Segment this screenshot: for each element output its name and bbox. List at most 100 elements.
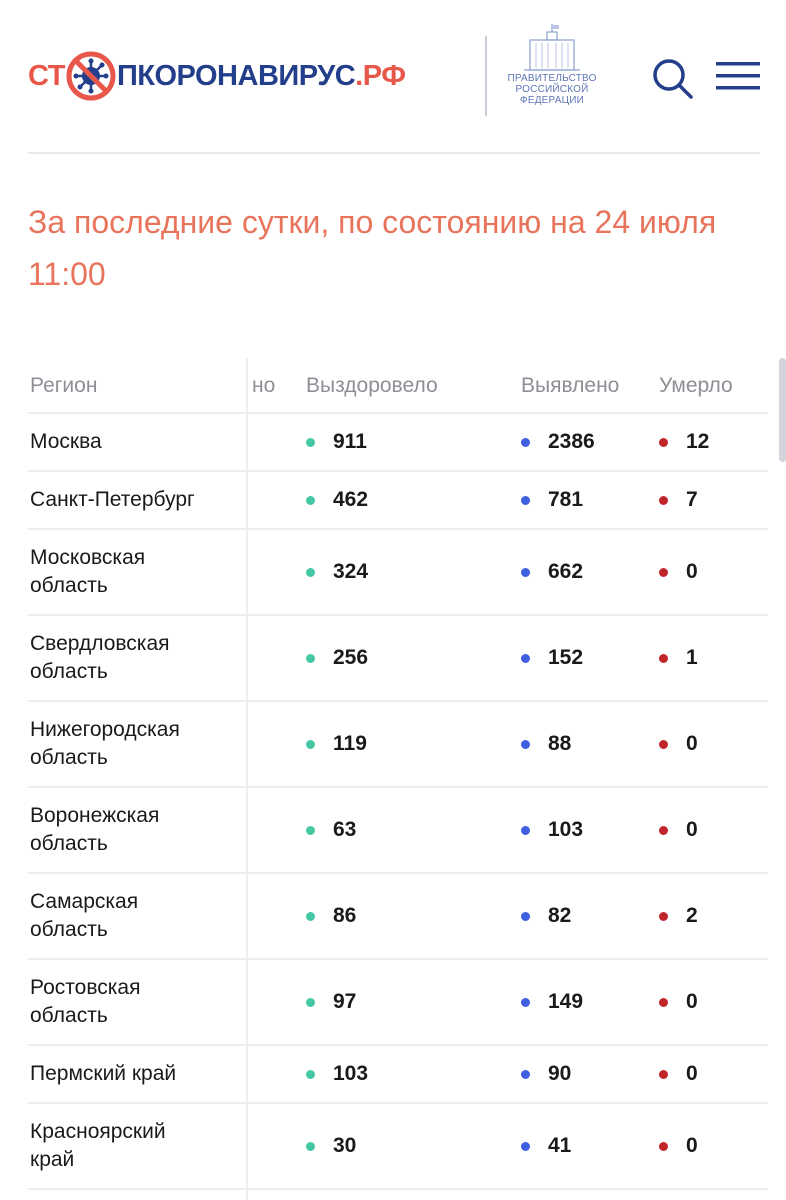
table-scrollbar[interactable] (779, 358, 786, 462)
detected-value-cell: 662 (521, 558, 583, 586)
detected-value: 90 (548, 1062, 572, 1085)
detected-value-cell: 781 (521, 486, 583, 514)
recovered-value-cell: 256 (306, 644, 368, 672)
table-row[interactable]: Москва 911 2386 12 (28, 414, 768, 472)
logo-text-start: СТ (28, 59, 65, 92)
died-value: 12 (686, 430, 710, 453)
column-header-detected[interactable]: Выявлено (521, 374, 620, 397)
stats-heading: За последние сутки, по состоянию на 24 и… (28, 196, 786, 300)
virus-stop-icon (66, 51, 116, 101)
died-value-cell: 0 (659, 558, 698, 586)
region-name-line: Самарская (30, 890, 139, 913)
detected-value-cell: 149 (521, 988, 583, 1016)
region-name-line: область (30, 574, 108, 597)
region-name: Пермский край (30, 1060, 240, 1088)
logo-text-main: ПКОРОНАВИРУС (116, 59, 356, 92)
detected-dot-icon (521, 997, 530, 1007)
died-dot-icon (659, 997, 668, 1007)
detected-value-cell: 103 (521, 816, 583, 844)
region-name-line: область (30, 832, 108, 855)
site-header: СТ ПКОРОНАВИРУС .РФ (0, 0, 786, 152)
detected-dot-icon (521, 437, 530, 447)
region-name: Красноярский край (30, 1118, 240, 1174)
region-name-line: Санкт-Петербург (30, 488, 195, 511)
column-header-died[interactable]: Умерло (659, 374, 733, 397)
column-header-recovered[interactable]: Выздоровело (306, 374, 438, 397)
table-header-row: Регион но Выздоровело Выявлено Умерло (28, 358, 768, 414)
died-dot-icon (659, 437, 668, 447)
heading-fade (726, 196, 786, 248)
died-value: 0 (686, 1062, 698, 1085)
site-logo[interactable]: СТ ПКОРОНАВИРУС .РФ (28, 48, 406, 104)
table-row[interactable]: Воронежская область 63 103 0 (28, 788, 768, 874)
detected-value: 149 (548, 990, 584, 1013)
region-name-line: область (30, 1004, 108, 1027)
recovered-dot-icon (306, 997, 315, 1007)
recovered-value: 63 (333, 818, 357, 841)
recovered-value: 119 (333, 732, 367, 755)
table-row[interactable]: Самарская область 86 82 2 (28, 874, 768, 960)
region-name: Воронежская область (30, 802, 240, 858)
detected-value: 152 (548, 646, 584, 669)
detected-value-cell: 2386 (521, 428, 595, 456)
recovered-value-cell: 119 (306, 730, 367, 758)
recovered-value-cell: 324 (306, 558, 368, 586)
search-button[interactable] (650, 56, 696, 102)
menu-button[interactable] (716, 60, 760, 92)
recovered-value-cell: 462 (306, 486, 368, 514)
government-building-icon (524, 24, 580, 71)
detected-value-cell: 82 (521, 902, 571, 930)
recovered-value-cell: 97 (306, 988, 356, 1016)
detected-dot-icon (521, 825, 530, 835)
region-name-line: область (30, 660, 108, 683)
table-row[interactable]: Нижегородская область 119 88 0 (28, 702, 768, 788)
column-header-partial[interactable]: но (252, 374, 276, 397)
died-value-cell: 12 (659, 428, 709, 456)
region-name-line: Воронежская (30, 804, 160, 827)
recovered-value: 324 (333, 560, 369, 583)
recovered-value: 97 (333, 990, 357, 1013)
search-icon (653, 59, 693, 99)
died-dot-icon (659, 1141, 668, 1151)
region-name-line: край (30, 1148, 75, 1171)
recovered-dot-icon (306, 1141, 315, 1151)
died-value: 0 (686, 732, 698, 755)
table-row[interactable]: Красноярский край 30 41 0 (28, 1104, 768, 1190)
detected-value-cell: 88 (521, 730, 571, 758)
region-name: Москва (30, 428, 240, 456)
table-row[interactable]: Пермский край 103 90 0 (28, 1046, 768, 1104)
detected-dot-icon (521, 911, 530, 921)
table-row[interactable]: Ростовская область 97 149 0 (28, 960, 768, 1046)
region-name-line: область (30, 746, 108, 769)
detected-dot-icon (521, 495, 530, 505)
government-logo[interactable]: ПРАВИТЕЛЬСТВО РОССИЙСКОЙ ФЕДЕРАЦИИ (500, 24, 604, 114)
died-value: 1 (686, 646, 698, 669)
died-dot-icon (659, 1069, 668, 1079)
died-value: 0 (686, 990, 698, 1013)
recovered-value: 103 (333, 1062, 369, 1085)
recovered-value-cell: 86 (306, 902, 356, 930)
detected-value: 662 (548, 560, 584, 583)
recovered-value-cell: 30 (306, 1132, 356, 1160)
died-value: 0 (686, 1134, 698, 1157)
header-divider-line (28, 152, 760, 154)
died-dot-icon (659, 495, 668, 505)
recovered-dot-icon (306, 911, 315, 921)
table-row[interactable]: Свердловская область 256 152 1 (28, 616, 768, 702)
region-name-line: Ростовская (30, 976, 141, 999)
table-row[interactable]: Санкт-Петербург 462 781 7 (28, 472, 768, 530)
stats-heading-line: За последние сутки, по состоянию на 24 и… (28, 204, 717, 240)
table-row[interactable]: Московская область 324 662 0 (28, 530, 768, 616)
detected-value: 82 (548, 904, 572, 927)
recovered-dot-icon (306, 825, 315, 835)
column-header-region[interactable]: Регион (30, 374, 98, 397)
recovered-dot-icon (306, 653, 315, 663)
regions-table[interactable]: Регион но Выздоровело Выявлено Умерло Мо… (28, 358, 768, 1200)
government-label: ПРАВИТЕЛЬСТВО РОССИЙСКОЙ ФЕДЕРАЦИИ (507, 73, 596, 106)
died-value: 0 (686, 818, 698, 841)
region-name: Свердловская область (30, 630, 240, 686)
recovered-value: 86 (333, 904, 357, 927)
region-name-line: Москва (30, 430, 102, 453)
died-value-cell: 0 (659, 816, 698, 844)
header-divider (485, 36, 487, 116)
